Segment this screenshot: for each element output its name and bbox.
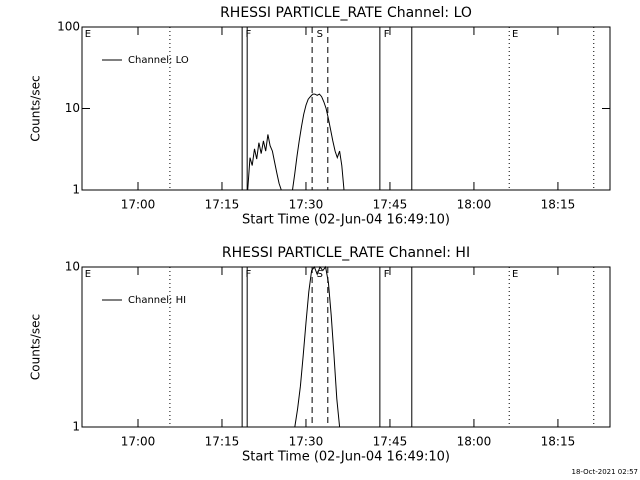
event-label: S [317,269,323,280]
y-tick-label: 100 [57,20,80,34]
x-tick-label: 18:15 [541,435,576,449]
legend-label: Channel: HI [128,295,186,306]
legend-label: Channel: LO [128,55,189,66]
x-tick-label: 17:00 [121,435,156,449]
y-axis-label: Counts/sec [29,314,43,380]
x-tick-label: 17:45 [373,198,408,212]
x-tick-label: 18:00 [457,435,492,449]
x-tick-label: 17:00 [121,198,156,212]
x-tick-label: 18:15 [541,198,576,212]
x-tick-label: 17:15 [205,198,240,212]
x-tick-label: 17:15 [205,435,240,449]
x-axis-label: Start Time (02-Jun-04 16:49:10) [242,213,450,228]
y-tick-label: 10 [65,101,80,115]
y-tick-label: 1 [72,183,80,197]
x-tick-label: 18:00 [457,198,492,212]
x-tick-label: 17:45 [373,435,408,449]
chart-title: RHESSI PARTICLE_RATE Channel: HI [222,245,470,261]
x-tick-label: 17:30 [289,198,324,212]
y-tick-label: 10 [65,260,80,274]
event-label: E [85,29,91,40]
data-line [294,265,341,428]
chart-title: RHESSI PARTICLE_RATE Channel: LO [220,5,472,21]
data-line [247,93,345,191]
footer: 18-Oct-2021 02:57 [572,468,638,476]
y-tick-label: 1 [72,420,80,434]
x-tick-label: 17:30 [289,435,324,449]
event-label: E [85,269,91,280]
event-label: S [317,29,323,40]
event-label: F [245,269,251,280]
event-label: F [384,269,390,280]
plot-frame [81,266,611,428]
event-label: F [245,29,251,40]
y-axis-label: Counts/sec [29,75,43,141]
x-axis-label: Start Time (02-Jun-04 16:49:10) [242,450,450,465]
event-label: F [384,29,390,40]
event-label: E [512,269,518,280]
event-label: E [512,29,518,40]
